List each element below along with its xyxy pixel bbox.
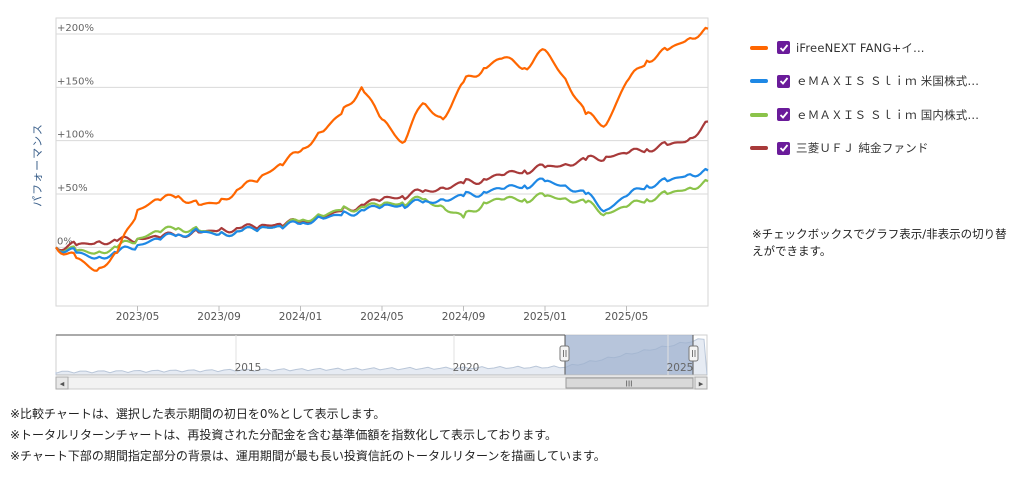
- legend-label: ｅＭＡＸＩＳ Ｓｌｉｍ 国内株式...: [796, 107, 980, 122]
- y-tick-label: +100%: [57, 130, 94, 141]
- x-tick-label: 2024/05: [360, 311, 404, 323]
- legend-item[interactable]: ｅＭＡＸＩＳ Ｓｌｉｍ 国内株式...: [750, 103, 979, 126]
- navigator-left-handle[interactable]: [559, 345, 570, 362]
- x-tick-labels: 2023/05 2023/09 2024/01 2024/05 2024/09 2025/…: [116, 306, 649, 323]
- navigator-scroll-right-button[interactable]: [694, 376, 708, 390]
- y-tick-label: +200%: [57, 23, 94, 34]
- x-tick-label: 2025/05: [605, 311, 649, 323]
- footnote: ※トータルリターンチャートは、再投資された分配金を含む基準価額を指数化して表示し…: [10, 428, 558, 442]
- range-navigator[interactable]: 2015 2020 2025 ◂ III ▸: [55, 334, 708, 390]
- legend-note: ※チェックボックスでグラフ表示/非表示の切り替えができます。: [752, 227, 1007, 258]
- legend-label: iFreeNEXT FANG+イ...: [796, 40, 925, 55]
- y-tick-label: +50%: [57, 183, 88, 194]
- y-tick-label: 0%: [57, 236, 73, 247]
- x-tick-label: 2024/09: [442, 311, 486, 323]
- y-tick-label: +150%: [57, 76, 94, 87]
- y-tick-labels: 0% +50% +100% +150% +200%: [57, 23, 94, 247]
- plot-frame: [55, 17, 709, 307]
- scroll-thumb-grip-icon: III: [625, 380, 632, 389]
- navigator-year-label: 2015: [235, 362, 262, 374]
- navigator-selected-range[interactable]: [565, 335, 693, 375]
- chart-legend: iFreeNEXT FANG+イ... ｅＭＡＸＩＳ Ｓｌｉｍ 米国株式... ｅＭ…: [750, 36, 979, 170]
- series-line: [55, 26, 709, 272]
- x-tick-label: 2023/05: [116, 311, 160, 323]
- y-axis-label: パフォーマンス: [31, 123, 44, 207]
- x-tick-label: 2023/09: [197, 311, 241, 323]
- legend-item[interactable]: ｅＭＡＸＩＳ Ｓｌｉｍ 米国株式...: [750, 70, 979, 93]
- legend-swatch: [750, 146, 768, 150]
- legend-swatch: [750, 79, 768, 83]
- checkbox-checked-icon[interactable]: [777, 41, 790, 54]
- legend-label: 三菱ＵＦＪ 純金ファンド: [796, 141, 929, 155]
- performance-chart: 0% +50% +100% +150% +200% 2023/05 2023/09 2024…: [31, 17, 709, 390]
- series-lines: [55, 26, 709, 272]
- checkbox-checked-icon[interactable]: [777, 108, 790, 121]
- grid-lines: [55, 17, 709, 307]
- checkbox-checked-icon[interactable]: [777, 74, 790, 88]
- scroll-right-arrow-icon: ▸: [699, 380, 704, 390]
- navigator-year-label: 2025: [667, 362, 694, 374]
- series-line: [55, 167, 709, 260]
- footnote: ※チャート下部の期間指定部分の背景は、運用期間が最も長い投資信託のトータルリター…: [10, 449, 606, 463]
- x-tick-label: 2025/01: [523, 311, 567, 323]
- navigator-scroll-thumb[interactable]: [565, 377, 694, 389]
- navigator-right-handle[interactable]: [688, 345, 699, 362]
- navigator-year-labels: 2015 2020 2025: [235, 335, 694, 375]
- footnotes: ※比較チャートは、選択した表示期間の初日を0%として表示します。 ※トータルリタ…: [10, 404, 606, 467]
- checkbox-checked-icon[interactable]: [777, 141, 790, 155]
- navigator-scroll-left-button[interactable]: [55, 376, 69, 390]
- legend-swatch: [750, 45, 768, 50]
- x-tick-label: 2024/01: [279, 311, 323, 323]
- legend-label: ｅＭＡＸＩＳ Ｓｌｉｍ 米国株式...: [796, 74, 980, 88]
- legend-swatch: [750, 112, 768, 117]
- navigator-year-label: 2020: [453, 362, 480, 374]
- scroll-left-arrow-icon: ◂: [60, 380, 65, 390]
- footnote: ※比較チャートは、選択した表示期間の初日を0%として表示します。: [10, 407, 386, 421]
- series-line: [55, 178, 709, 255]
- legend-item[interactable]: 三菱ＵＦＪ 純金ファンド: [750, 137, 979, 160]
- legend-item[interactable]: iFreeNEXT FANG+イ...: [750, 36, 979, 59]
